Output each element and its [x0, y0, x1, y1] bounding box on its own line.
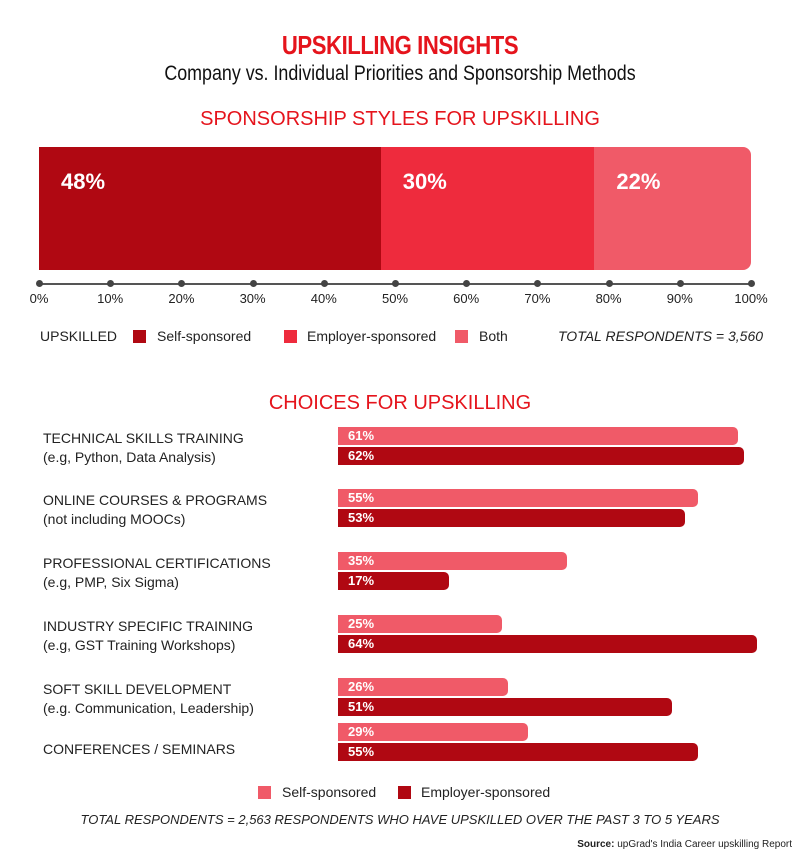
category-name: PROFESSIONAL CERTIFICATIONS — [43, 555, 271, 571]
source-label: Source: — [577, 839, 615, 850]
category-name: SOFT SKILL DEVELOPMENT — [43, 681, 232, 697]
tick-label: 60% — [453, 291, 480, 306]
tick-label: 30% — [239, 291, 266, 306]
bar-label: 29% — [348, 724, 375, 739]
bar-label: 26% — [348, 679, 375, 694]
self-bar: 35% — [338, 552, 568, 570]
self-bar: 55% — [338, 489, 699, 507]
category-label: TECHNICAL SKILLS TRAINING (e.g, Python, D… — [43, 429, 244, 467]
total-respondents: TOTAL RESPONDENTS = 3,560 — [558, 328, 764, 344]
tick-label: 40% — [310, 291, 337, 306]
employer-bar: 53% — [338, 509, 686, 527]
tick-mark — [605, 280, 613, 287]
legend-swatch-self — [133, 330, 146, 343]
source: Source: upGrad's India Career upskilling… — [577, 839, 792, 850]
employer-bar: 55% — [338, 743, 699, 761]
tick-mark — [748, 280, 755, 287]
tick-label: 10% — [97, 291, 124, 306]
bar-label: 51% — [348, 699, 375, 714]
tick-mark — [463, 280, 471, 287]
category-sublabel: (e.g, Python, Data Analysis) — [43, 449, 216, 465]
bar-label: 62% — [348, 448, 375, 463]
stacked-segment: 48% — [39, 147, 381, 270]
legend-employer: Employer-sponsored — [421, 784, 551, 800]
bar-label: 35% — [348, 553, 375, 568]
legend-employer: Employer-sponsored — [307, 328, 437, 344]
category-label: ONLINE COURSES & PROGRAMS (not including … — [43, 491, 267, 529]
legend-both: Both — [479, 328, 508, 344]
bar-label: 61% — [348, 428, 375, 443]
tick-label: 80% — [595, 291, 622, 306]
tick-mark — [676, 280, 684, 287]
tick-mark — [534, 280, 542, 287]
legend-self: Self-sponsored — [282, 784, 377, 800]
tick-mark — [107, 280, 115, 287]
tick-label: 20% — [168, 291, 195, 306]
tick-label: 70% — [524, 291, 551, 306]
choices-chart-title: CHOICES FOR UPSKILLING — [268, 392, 532, 414]
category-name: CONFERENCES / SEMINARS — [43, 741, 236, 757]
employer-bar: 64% — [338, 635, 758, 653]
self-bar: 29% — [338, 723, 528, 741]
stacked-segment: 30% — [380, 147, 595, 270]
employer-bar: 51% — [338, 698, 673, 716]
category-label: SOFT SKILL DEVELOPMENT (e.g. Communicatio… — [43, 680, 254, 718]
title: UPSKILLING INSIGHTS — [281, 30, 519, 60]
bar-label: 55% — [348, 490, 375, 505]
tick-mark — [36, 280, 43, 287]
segment-label: 30% — [402, 169, 447, 194]
legend-swatch-self — [258, 786, 271, 799]
tick-label: 50% — [381, 291, 409, 306]
legend-swatch-employer — [284, 330, 297, 343]
stacked-segment: 22% — [594, 147, 751, 270]
category-label: CONFERENCES / SEMINARS — [43, 740, 235, 759]
subtitle: Company vs. Individual Priorities and Sp… — [164, 62, 636, 85]
bar-label: 55% — [348, 744, 375, 759]
choices-note: TOTAL RESPONDENTS = 2,563 RESPONDENTS WH… — [80, 812, 720, 827]
tick-label: 0% — [29, 291, 49, 306]
category-name: TECHNICAL SKILLS TRAINING — [43, 430, 244, 446]
tick-label: 90% — [666, 291, 693, 306]
category-sublabel: (e.g, GST Training Workshops) — [43, 637, 236, 653]
self-bar: 25% — [338, 615, 502, 633]
segment-label: 48% — [61, 169, 106, 194]
category-name: ONLINE COURSES & PROGRAMS — [43, 492, 268, 508]
legend-swatch-employer — [398, 786, 411, 799]
tick-mark — [249, 280, 257, 287]
category-label: PROFESSIONAL CERTIFICATIONS (e.g, PMP, Si… — [43, 554, 271, 592]
legend-self: Self-sponsored — [157, 328, 252, 344]
category-sublabel: (e.g. Communication, Leadership) — [43, 700, 254, 716]
category-sublabel: (not including MOOCs) — [43, 511, 186, 527]
bar-label: 25% — [348, 616, 375, 631]
bar-label: 53% — [348, 510, 375, 525]
self-bar: 61% — [338, 427, 738, 445]
category-name: INDUSTRY SPECIFIC TRAINING — [43, 618, 254, 634]
sponsorship-chart-title: SPONSORSHIP STYLES FOR UPSKILLING — [200, 108, 600, 130]
segment-label: 22% — [616, 169, 661, 194]
tick-mark — [178, 280, 186, 287]
employer-bar: 62% — [338, 447, 745, 465]
legend-swatch-both — [455, 330, 468, 343]
employer-bar: 17% — [338, 572, 450, 590]
category-label: INDUSTRY SPECIFIC TRAINING (e.g, GST Trai… — [43, 617, 253, 655]
category-sublabel: (e.g, PMP, Six Sigma) — [43, 574, 179, 590]
tick-label: 100% — [734, 291, 768, 306]
source-text: upGrad's India Career upskilling Report — [614, 839, 792, 850]
bar-label: 17% — [348, 573, 375, 588]
bar-label: 64% — [348, 636, 375, 651]
self-bar: 26% — [338, 678, 509, 696]
tick-mark — [392, 280, 399, 287]
legend-title: UPSKILLED — [40, 328, 118, 344]
tick-mark — [320, 280, 328, 287]
